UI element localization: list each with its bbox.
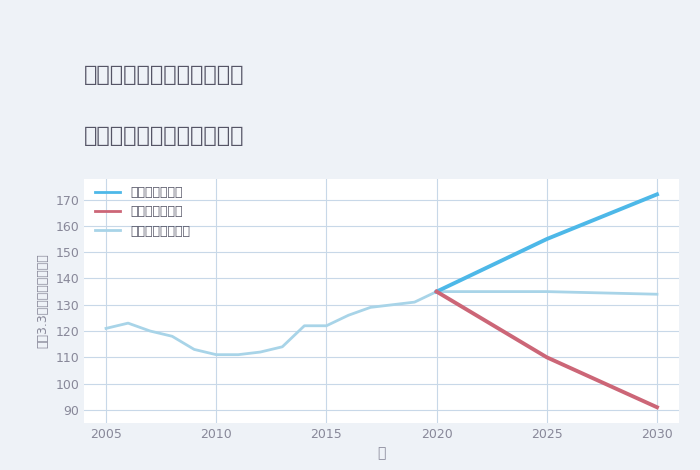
Text: 愛知県海部郡蟹江町須成の: 愛知県海部郡蟹江町須成の (84, 64, 244, 85)
Y-axis label: 坪（3.3㎡）単価（万円）: 坪（3.3㎡）単価（万円） (36, 253, 50, 348)
Text: 中古マンションの価格推移: 中古マンションの価格推移 (84, 125, 244, 146)
X-axis label: 年: 年 (377, 446, 386, 461)
Legend: グッドシナリオ, バッドシナリオ, ノーマルシナリオ: グッドシナリオ, バッドシナリオ, ノーマルシナリオ (90, 181, 195, 243)
